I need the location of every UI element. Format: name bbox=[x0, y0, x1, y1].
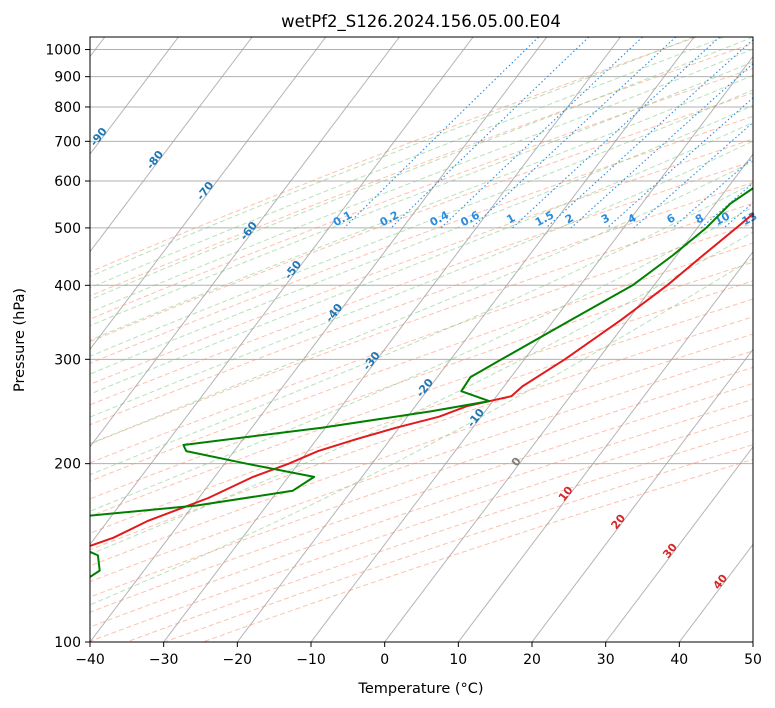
x-tick-label: 30 bbox=[597, 652, 615, 668]
isotherm-line bbox=[90, 37, 253, 253]
moist-adiabat bbox=[90, 48, 753, 313]
dry-adiabat bbox=[90, 37, 697, 273]
dewpoint-line bbox=[90, 187, 753, 579]
x-tick-label: −10 bbox=[296, 652, 326, 668]
x-tick-label: −20 bbox=[223, 652, 253, 668]
background-lines bbox=[90, 37, 753, 642]
isotherm-line bbox=[90, 37, 548, 642]
moist-adiabat bbox=[90, 37, 753, 301]
moist-adiabat bbox=[90, 257, 753, 606]
dry-adiabat bbox=[90, 222, 753, 464]
plot-frame bbox=[89, 36, 754, 643]
isotherm-line bbox=[90, 37, 400, 448]
dry-adiabat bbox=[90, 261, 753, 500]
mixing-ratio-label: 13 bbox=[740, 209, 760, 228]
x-tick-label: 50 bbox=[744, 652, 762, 668]
moist-adiabat bbox=[90, 182, 753, 476]
y-axis: 100 200 300 400 500 600 700 800 900 1000 bbox=[45, 43, 90, 651]
isotherm-line bbox=[90, 37, 327, 351]
mixing-ratio-line bbox=[390, 37, 590, 229]
y-tick-label: 700 bbox=[54, 134, 81, 150]
y-axis-title: Pressure (hPa) bbox=[12, 288, 28, 392]
mixing-ratio-line bbox=[471, 37, 677, 229]
dry-adiabat bbox=[90, 92, 753, 343]
x-tick-label: 10 bbox=[449, 652, 467, 668]
y-tick-label: 1000 bbox=[45, 43, 81, 59]
dry-adiabat bbox=[90, 138, 753, 385]
dry-adiabat bbox=[90, 202, 753, 445]
isotherm-line bbox=[90, 37, 179, 155]
mixing-ratio-label: 10 bbox=[712, 209, 732, 228]
moist-adiabat bbox=[90, 140, 753, 418]
moist-adiabat bbox=[90, 74, 753, 341]
isotherm-line bbox=[457, 250, 753, 642]
x-tick-label: 20 bbox=[523, 652, 541, 668]
dry-adiabat bbox=[90, 181, 753, 426]
moist-adiabat bbox=[90, 104, 753, 375]
isotherm-line bbox=[605, 446, 753, 642]
moist-adiabat bbox=[90, 37, 724, 289]
moist-adiabat bbox=[90, 37, 695, 277]
x-axis-title: Temperature (°C) bbox=[357, 681, 483, 697]
moist-adiabat bbox=[90, 121, 753, 395]
temperature-line bbox=[90, 212, 753, 548]
moist-adiabat bbox=[90, 160, 753, 445]
dry-adiabat bbox=[90, 67, 753, 320]
y-tick-label: 200 bbox=[54, 457, 81, 473]
y-tick-label: 100 bbox=[54, 635, 81, 651]
y-tick-label: 400 bbox=[54, 278, 81, 294]
x-tick-label: 0 bbox=[380, 652, 389, 668]
isotherm-line bbox=[531, 348, 753, 642]
mixing-ratio-line bbox=[545, 39, 753, 229]
moist-adiabat bbox=[90, 61, 753, 327]
y-tick-label: 600 bbox=[54, 174, 81, 190]
y-tick-label: 900 bbox=[54, 70, 81, 86]
isotherm-line bbox=[310, 55, 753, 642]
x-tick-label: −40 bbox=[75, 652, 105, 668]
chart-title: wetPf2_S126.2024.156.05.00.E04 bbox=[281, 12, 561, 32]
dry-adiabat bbox=[90, 242, 753, 482]
isotherm-line bbox=[384, 153, 753, 642]
isotherm-line bbox=[236, 37, 695, 642]
y-tick-label: 300 bbox=[54, 352, 81, 368]
y-tick-label: 800 bbox=[54, 100, 81, 116]
dry-adiabat bbox=[90, 160, 753, 406]
x-axis: −40 −30 −20 −10 0 10 20 30 40 50 bbox=[75, 642, 762, 668]
x-tick-label: 40 bbox=[670, 652, 688, 668]
y-tick-label: 500 bbox=[54, 221, 81, 237]
isotherm-line bbox=[163, 37, 621, 642]
x-tick-label: −30 bbox=[149, 652, 179, 668]
profile-lines bbox=[90, 187, 753, 579]
isotherm-line bbox=[90, 37, 474, 546]
dry-adiabat bbox=[90, 42, 753, 297]
mixing-ratio-line bbox=[570, 62, 753, 229]
